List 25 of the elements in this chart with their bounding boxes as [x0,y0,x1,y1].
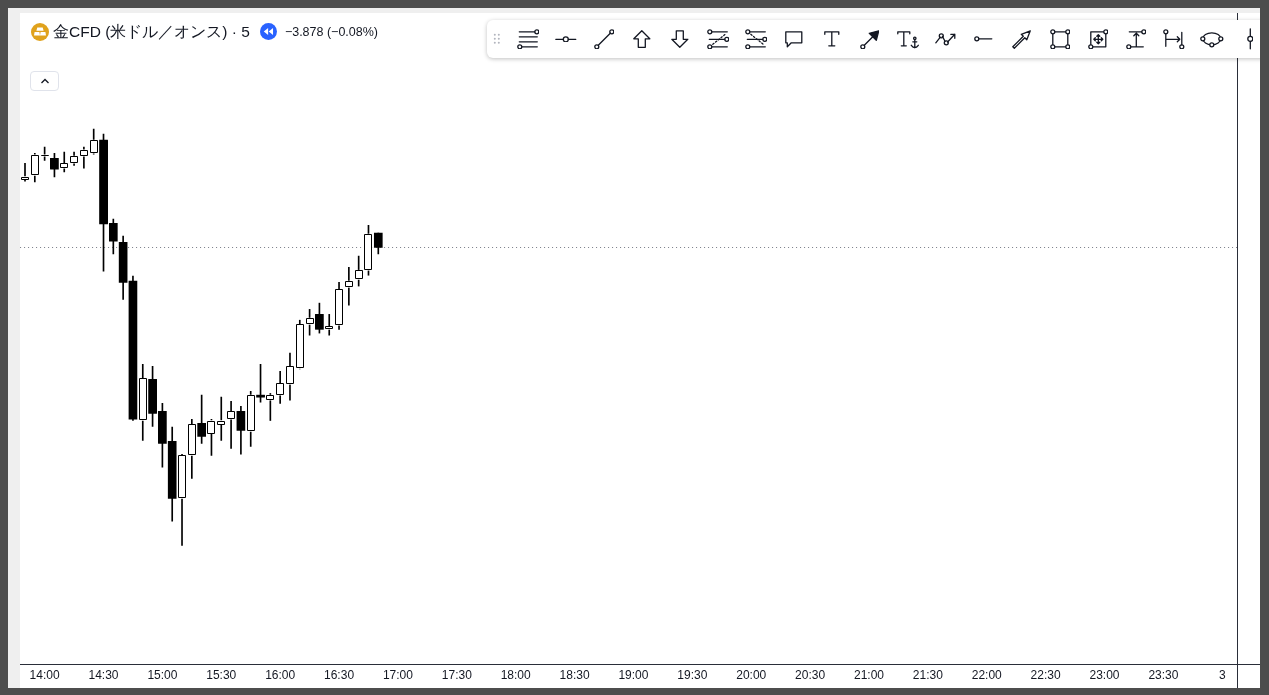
x-tick-label: 21:30 [912,668,944,683]
x-tick-label: 15:00 [147,668,178,683]
x-tick-label: 20:00 [736,668,767,683]
candlestick [226,401,236,449]
x-tick-label: 19:30 [677,668,708,683]
chart-subtitle: −3.878 (−0.08%) [284,23,379,41]
chart-title: 金CFD (米ドル／オンス) · 5 [53,22,250,41]
x-tick-label: 21:00 [853,668,885,683]
x-tick-label: 20:30 [795,668,826,683]
x-tick-label: 18:30 [559,668,590,683]
x-tick-label: 17:00 [382,668,414,683]
x-tick-label: 16:00 [265,668,296,683]
x-tick-label: 22:00 [971,668,1003,683]
x-tick-label: 17:30 [441,668,473,683]
x-tick-label: 3 [1218,668,1226,683]
x-tick-label: 14:00 [29,668,60,683]
x-tick-label: 16:30 [324,668,355,683]
x-tick-label: 23:30 [1148,668,1179,683]
x-tick-label: 14:30 [88,668,119,683]
x-tick-label: 22:30 [1030,668,1061,683]
candlestick [344,267,354,306]
x-tick-label: 19:00 [618,668,649,683]
x-tick-label: 15:30 [206,668,237,683]
x-tick-label: 23:00 [1089,668,1120,683]
x-tick-label: 18:00 [500,668,532,683]
